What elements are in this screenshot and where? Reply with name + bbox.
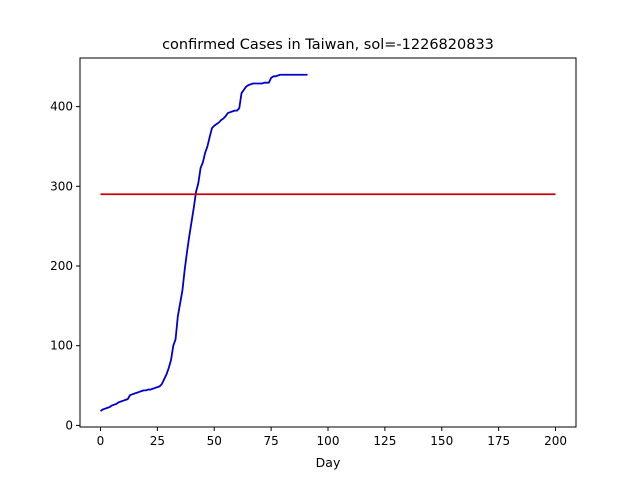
y-tick-label: 100	[50, 339, 73, 353]
x-tick-label: 100	[317, 434, 340, 448]
x-tick-label: 25	[150, 434, 165, 448]
y-tick-label: 200	[50, 259, 73, 273]
x-axis-label: Day	[316, 455, 341, 470]
x-tick-label: 50	[207, 434, 222, 448]
series-layer	[99, 73, 556, 412]
series-line-0	[99, 73, 308, 412]
x-tick-label: 0	[97, 434, 105, 448]
plot-area	[79, 57, 577, 428]
chart-title: confirmed Cases in Taiwan, sol=-12268208…	[162, 37, 494, 53]
y-tick-label: 0	[65, 418, 73, 432]
x-tick-label: 125	[373, 434, 396, 448]
x-tick-label: 150	[430, 434, 453, 448]
y-tick-label: 300	[50, 179, 73, 193]
y-axis: 0 100 200 300 400	[50, 100, 80, 432]
x-tick-label: 175	[487, 434, 510, 448]
x-tick-label: 200	[544, 434, 567, 448]
y-tick-label: 400	[50, 100, 73, 114]
x-axis: 0 25 50 75 100 125 150 175 200	[97, 427, 567, 448]
x-tick-label: 75	[263, 434, 278, 448]
